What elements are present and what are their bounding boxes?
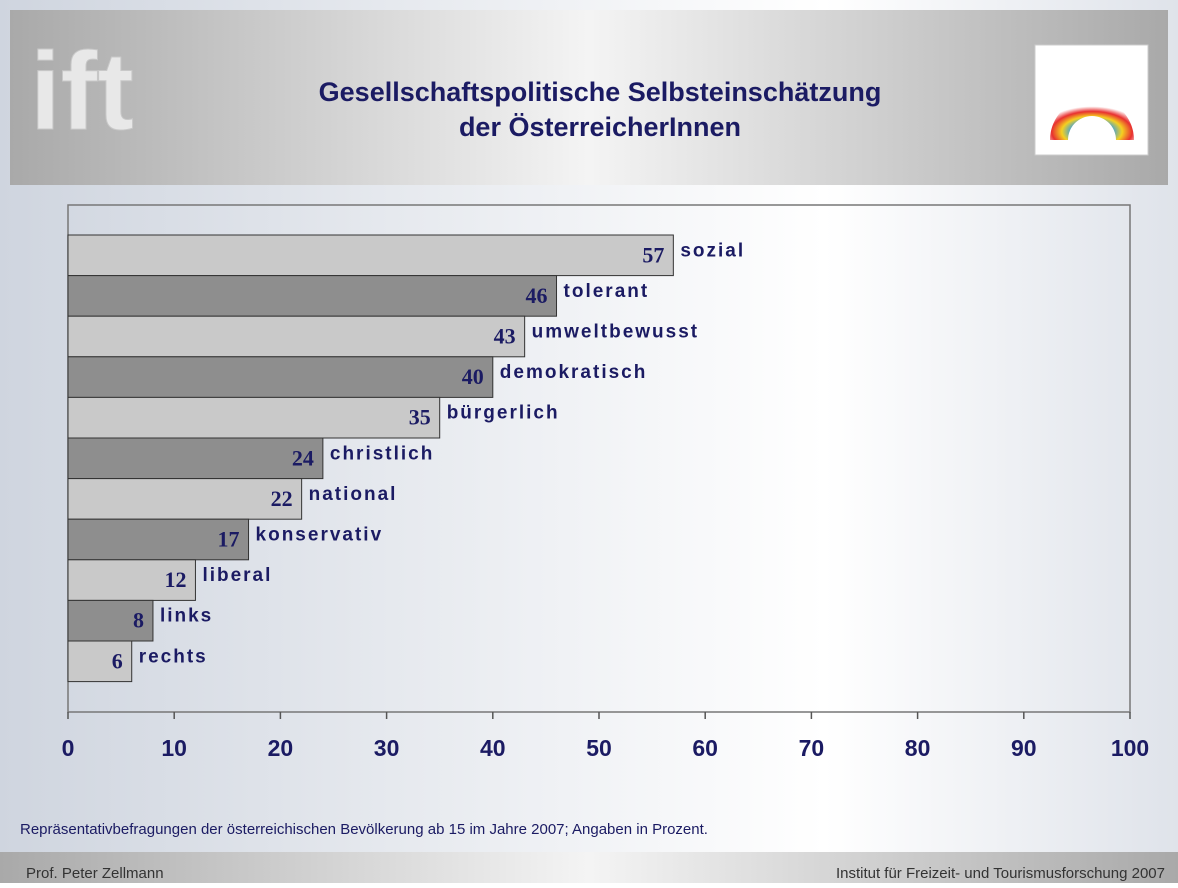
footer-left: Prof. Peter Zellmann: [26, 865, 164, 882]
bar: [67, 234, 674, 277]
bar: [67, 356, 494, 398]
value-label: 6: [112, 648, 123, 673]
x-tick-label: 50: [586, 735, 612, 761]
bar: [67, 437, 324, 480]
value-label: 57: [642, 242, 664, 267]
logo-ift: ift: [30, 30, 134, 153]
footer-right: Institut für Freizeit- und Tourismusfors…: [836, 865, 1165, 882]
value-label: 40: [462, 364, 484, 389]
bar: [67, 396, 441, 439]
bar: [67, 315, 526, 358]
category-label: rechts: [139, 646, 208, 667]
value-label: 46: [526, 283, 548, 308]
value-label: 35: [409, 405, 431, 430]
x-tick-label: 40: [480, 735, 506, 761]
x-tick-label: 80: [905, 735, 931, 761]
footnote: Repräsentativbefragungen der österreichi…: [20, 821, 708, 838]
x-tick-label: 90: [1011, 735, 1037, 761]
category-label: umweltbewusst: [532, 322, 699, 343]
x-tick-label: 0: [62, 735, 75, 761]
value-label: 43: [494, 324, 516, 349]
category-label: tolerant: [564, 281, 650, 302]
bar: [67, 640, 133, 683]
value-label: 12: [164, 567, 186, 592]
bar: [67, 275, 558, 317]
value-label: 17: [218, 527, 240, 552]
category-label: christlich: [330, 443, 434, 464]
title-line: der ÖsterreicherInnen: [459, 112, 741, 142]
header-band: [10, 10, 1168, 185]
bar: [67, 559, 196, 601]
category-label: links: [160, 606, 213, 627]
value-label: 22: [271, 486, 293, 511]
category-label: national: [309, 484, 398, 505]
category-label: sozial: [680, 240, 745, 261]
category-label: demokratisch: [500, 362, 648, 383]
x-tick-label: 20: [268, 735, 294, 761]
category-label: bürgerlich: [447, 403, 560, 424]
x-tick-label: 10: [161, 735, 187, 761]
footer-band: [0, 852, 1178, 883]
bar: [67, 599, 154, 642]
value-label: 8: [133, 608, 144, 633]
logo-rainbow: [1050, 98, 1134, 140]
category-label: konservativ: [256, 525, 384, 546]
bar: [67, 478, 303, 520]
category-label: liberal: [202, 565, 272, 586]
x-tick-label: 60: [692, 735, 718, 761]
x-tick-label: 100: [1111, 735, 1149, 761]
title-line: Gesellschaftspolitische Selbsteinschätzu…: [319, 77, 882, 107]
x-tick-label: 70: [799, 735, 825, 761]
value-label: 24: [292, 445, 314, 470]
x-tick-label: 30: [374, 735, 400, 761]
